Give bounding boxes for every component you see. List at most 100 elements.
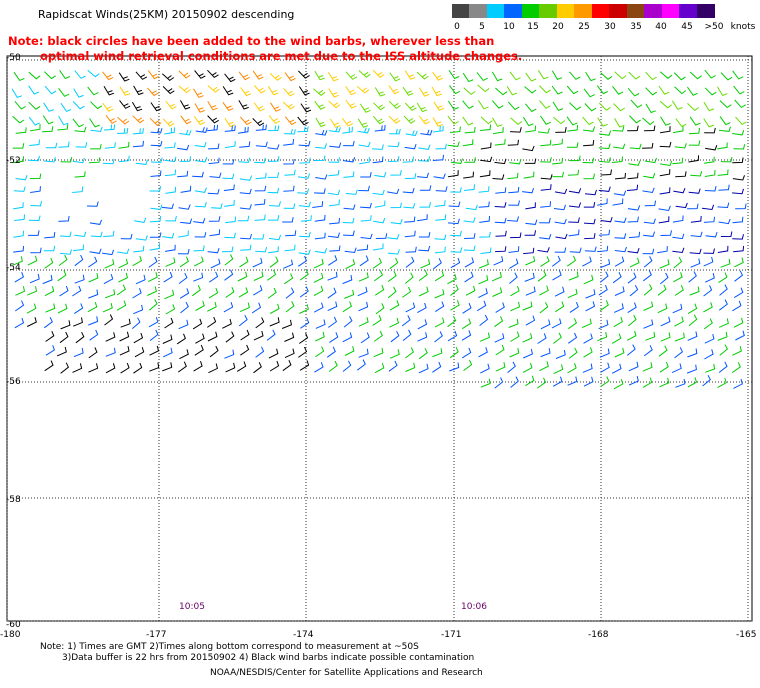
wind-barb (524, 158, 537, 164)
wind-barb (480, 124, 492, 131)
wind-barb (599, 348, 610, 358)
wind-barb (660, 160, 673, 167)
wind-barb (645, 331, 656, 341)
wind-barb (105, 114, 117, 124)
wind-barb (135, 235, 148, 241)
wind-barb (74, 274, 85, 284)
wind-barb (357, 127, 370, 134)
wind-barb (59, 285, 69, 297)
wind-barb (418, 87, 430, 97)
wind-barb (103, 86, 115, 96)
wind-barb (60, 102, 72, 113)
wind-barb (297, 116, 309, 126)
wind-barb (358, 301, 369, 312)
wind-barb (57, 303, 68, 314)
wind-barb (374, 362, 385, 374)
wind-barb (539, 285, 549, 296)
wind-barb (88, 289, 99, 299)
wind-barb (584, 189, 597, 196)
wind-barb (209, 172, 222, 179)
wind-barb (42, 126, 54, 133)
wind-barb (642, 248, 655, 255)
wind-barb (494, 377, 504, 389)
legend-swatch (486, 4, 505, 18)
wind-barb (554, 247, 567, 253)
wind-barb (222, 86, 234, 96)
wind-barb (60, 156, 73, 163)
wind-barb (614, 286, 625, 296)
wind-barb (733, 317, 744, 328)
wind-barb (432, 71, 444, 81)
wind-barb (508, 246, 520, 253)
wind-barb (537, 128, 550, 134)
wind-barb (539, 217, 551, 224)
wind-barb (494, 217, 507, 224)
wind-barb (132, 288, 142, 299)
wind-barb (598, 229, 611, 236)
wind-barb (508, 200, 520, 206)
wind-barb (315, 174, 328, 180)
wind-barb (614, 233, 627, 239)
wind-barb (57, 270, 67, 282)
wind-barb (733, 378, 743, 389)
wind-barb (658, 216, 670, 224)
wind-barb (390, 202, 402, 209)
wind-barb (58, 88, 70, 97)
wind-barb (613, 316, 623, 328)
wind-barb (418, 363, 429, 374)
wind-barb (44, 232, 56, 239)
wind-barb (105, 332, 116, 342)
wind-barb (284, 332, 295, 342)
wind-barb (660, 126, 671, 134)
wind-barb (298, 249, 311, 255)
wind-barb (690, 258, 701, 268)
wind-barb (629, 115, 641, 124)
wind-barb (614, 347, 625, 358)
legend-label-15: 15 (527, 22, 539, 32)
wind-barb (120, 318, 131, 328)
wind-barb (402, 187, 415, 194)
wind-barb (675, 202, 688, 209)
wind-barb (525, 103, 537, 113)
wind-barb (673, 188, 686, 194)
wind-barb (672, 247, 685, 254)
wind-barb (42, 274, 53, 285)
legend-label-45: 45 (681, 22, 693, 32)
wind-barb (402, 156, 414, 163)
wind-barb (522, 362, 533, 373)
wind-barb (613, 190, 627, 196)
wind-barb (491, 271, 502, 282)
wind-barb (687, 331, 698, 341)
wind-barb (149, 186, 162, 192)
wind-barb (387, 141, 400, 148)
wind-barb (359, 255, 369, 267)
wind-barb (435, 214, 447, 221)
wind-barb (717, 142, 728, 150)
wind-barb (690, 215, 702, 223)
wind-barb (239, 256, 249, 268)
wind-barb (659, 169, 671, 177)
wind-barb (540, 348, 551, 358)
wind-barb (552, 270, 562, 281)
wind-barb (450, 247, 463, 253)
wind-barb (15, 174, 28, 181)
wind-barb (569, 155, 581, 162)
legend-label-40: 40 (655, 22, 667, 32)
wind-barb (403, 203, 416, 209)
wind-barb (450, 284, 459, 296)
wind-barb (118, 141, 130, 149)
wind-barb (360, 233, 373, 240)
wind-barb (733, 287, 744, 299)
wind-barb (480, 156, 493, 163)
wind-barb (598, 143, 611, 150)
wind-barb (116, 300, 127, 311)
wind-barb (58, 215, 70, 222)
wind-barb (431, 86, 442, 97)
wind-barb (732, 157, 744, 164)
wind-barb (417, 319, 428, 330)
wind-barb (732, 188, 744, 195)
wind-barb (13, 71, 25, 82)
wind-barb (223, 302, 234, 313)
wind-barb (719, 100, 732, 109)
wind-barb (659, 361, 669, 373)
